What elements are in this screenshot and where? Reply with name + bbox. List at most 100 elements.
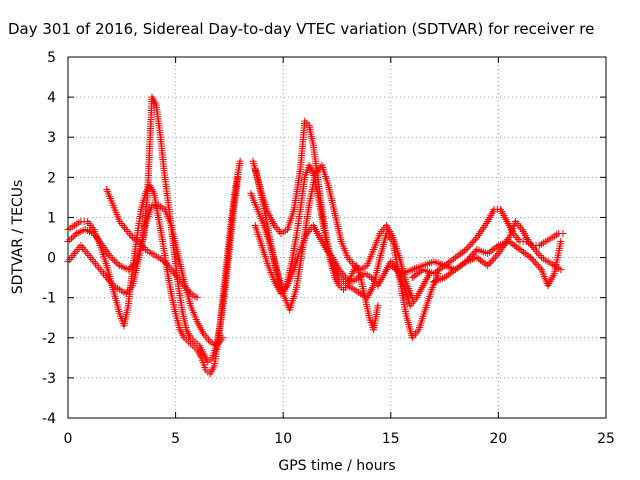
data-point [518, 247, 526, 255]
data-point [450, 255, 458, 263]
data-point [415, 268, 423, 276]
data-point [124, 266, 132, 274]
chart-title: Day 301 of 2016, Sidereal Day-to-day VTE… [8, 20, 594, 38]
data-point [493, 243, 501, 251]
data-point [439, 263, 447, 271]
data-point [67, 234, 75, 242]
data-point [69, 233, 77, 241]
data-point [460, 259, 468, 267]
x-tick-label: 15 [382, 431, 400, 447]
data-point [511, 242, 519, 250]
data-point [464, 256, 472, 264]
data-point [491, 253, 499, 261]
tick-labels: 0 5 10 15 20 25 -4 -3 -2 -1 0 1 2 3 4 5 [42, 50, 615, 447]
data-point [523, 251, 531, 259]
data-point [514, 244, 522, 252]
data-point [66, 236, 74, 244]
data-point [71, 231, 79, 239]
data-point [112, 258, 120, 266]
x-tick-label: 10 [274, 431, 292, 447]
data-point [488, 256, 496, 264]
data-point [417, 267, 425, 275]
data-point [490, 255, 498, 263]
data-point [485, 248, 493, 256]
y-tick-label: 3 [47, 130, 56, 146]
data-point [114, 260, 122, 268]
data-point [487, 258, 495, 266]
data-point [444, 259, 452, 267]
data-point [457, 262, 465, 270]
x-tick-label: 0 [64, 431, 73, 447]
data-point [557, 238, 565, 246]
data-point [110, 257, 118, 265]
y-tick-label: 2 [47, 170, 56, 186]
data-point [394, 267, 402, 275]
data-point [389, 263, 397, 271]
data-point [468, 239, 476, 247]
data-point [484, 250, 492, 258]
data-point [525, 252, 533, 260]
data-point [396, 268, 404, 276]
y-tick-label: 1 [47, 210, 56, 226]
data-point [442, 272, 450, 280]
y-tick-label: 0 [47, 251, 56, 267]
data-point [460, 247, 468, 255]
y-tick-label: -1 [42, 291, 56, 307]
y-tick-label: -2 [42, 331, 56, 347]
data-point [470, 249, 478, 257]
data-point [509, 240, 517, 248]
data-points [64, 93, 567, 378]
y-tick-label: -3 [42, 371, 56, 387]
data-point [520, 248, 528, 256]
data-point [433, 267, 441, 275]
data-point [430, 270, 438, 278]
series-10 [430, 238, 565, 290]
data-point [219, 334, 227, 342]
y-axis-label: SDTVAR / TECUs [10, 180, 26, 295]
data-point [465, 254, 473, 262]
data-point [478, 258, 486, 266]
data-point [448, 256, 456, 264]
data-point [392, 266, 400, 274]
data-point [462, 258, 470, 266]
data-point [468, 251, 476, 259]
data-point [441, 274, 449, 282]
data-point [491, 244, 499, 252]
data-point [467, 252, 475, 260]
data-point [459, 248, 467, 256]
data-point [459, 260, 467, 268]
data-point [446, 270, 454, 278]
data-point [374, 302, 382, 310]
data-point [455, 263, 463, 271]
data-point [470, 237, 478, 245]
data-point [410, 272, 418, 280]
data-point [484, 262, 492, 270]
data-point [412, 271, 420, 279]
data-point [462, 246, 470, 254]
data-point [453, 264, 461, 272]
data-point [557, 266, 565, 274]
data-point [530, 257, 538, 265]
data-point [473, 254, 481, 262]
data-point [446, 258, 454, 266]
data-point [435, 266, 443, 274]
data-point [527, 254, 535, 262]
x-tick-label: 5 [171, 431, 180, 447]
data-point [493, 251, 501, 259]
data-point [432, 268, 440, 276]
data-point [507, 239, 515, 247]
data-point [408, 274, 416, 282]
x-tick-label: 20 [489, 431, 507, 447]
data-point [559, 229, 567, 237]
y-tick-label: -4 [42, 411, 56, 427]
data-point [467, 240, 475, 248]
data-point [480, 259, 488, 267]
data-point [528, 255, 536, 263]
series-7 [251, 221, 434, 310]
data-point [505, 238, 513, 246]
data-point [387, 262, 395, 270]
data-point [234, 173, 242, 181]
data-point [451, 254, 459, 262]
data-point [471, 247, 479, 255]
